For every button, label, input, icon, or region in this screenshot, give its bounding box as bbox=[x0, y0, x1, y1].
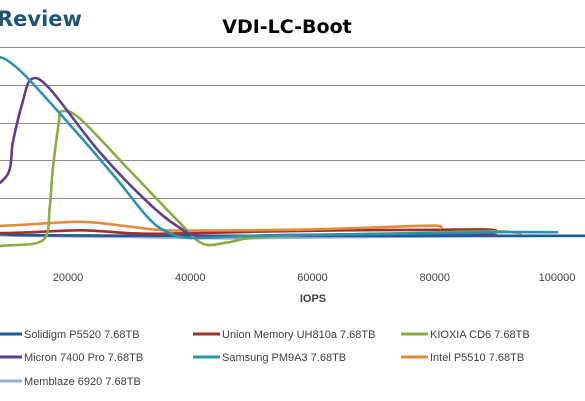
x-axis-ticks: 20000 40000 60000 80000 100000 bbox=[53, 272, 576, 284]
series-line-1 bbox=[0, 228, 498, 236]
gridlines bbox=[0, 47, 585, 199]
legend-label: Memblaze 6920 7.68TB bbox=[24, 376, 141, 388]
x-tick-label: 40000 bbox=[175, 272, 206, 284]
legend-label: KIOXIA CD6 7.68TB bbox=[430, 329, 530, 341]
legend-label: Solidigm P5520 7.68TB bbox=[24, 329, 140, 341]
brand-text: Review bbox=[0, 7, 82, 31]
x-tick-label: 100000 bbox=[539, 272, 576, 284]
x-tick-label: 80000 bbox=[419, 272, 450, 284]
x-axis-title: IOPS bbox=[300, 293, 326, 305]
plot-area bbox=[0, 55, 585, 248]
legend-label: Union Memory UH810a 7.68TB bbox=[222, 329, 375, 341]
legend: Solidigm P5520 7.68TB Union Memory UH810a… bbox=[0, 329, 530, 388]
chart-title: VDI-LC-Boot bbox=[222, 16, 351, 38]
legend-label: Micron 7400 Pro 7.68TB bbox=[24, 352, 143, 364]
series-line-4 bbox=[0, 55, 559, 240]
x-tick-label: 60000 bbox=[297, 272, 328, 284]
x-tick-label: 20000 bbox=[53, 272, 84, 284]
legend-label: Intel P5510 7.68TB bbox=[430, 352, 524, 364]
series-line-3 bbox=[0, 76, 498, 238]
legend-label: Samsung PM9A3 7.68TB bbox=[222, 352, 346, 364]
